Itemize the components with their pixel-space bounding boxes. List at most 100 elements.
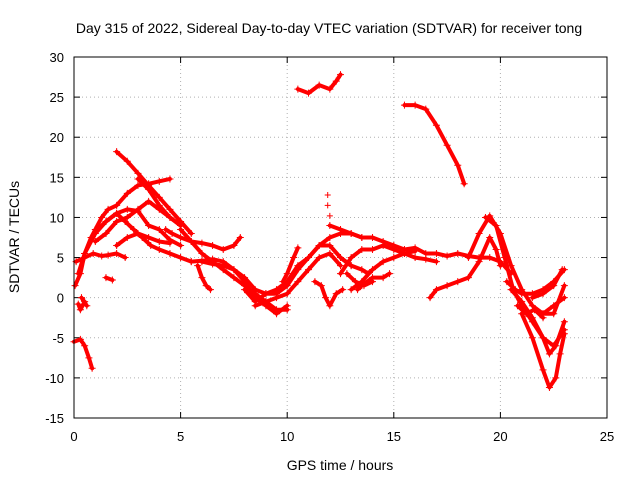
data-point	[294, 244, 302, 252]
data-point	[422, 255, 430, 263]
data-point	[102, 274, 110, 282]
series-line-arc-w	[338, 243, 439, 276]
data-point	[364, 270, 372, 278]
data-point	[273, 310, 281, 318]
series-line-arc-ab	[402, 103, 467, 186]
data-point	[198, 250, 206, 258]
data-point	[113, 209, 121, 217]
data-point	[113, 217, 121, 225]
data-point	[539, 334, 547, 342]
data-point	[443, 282, 451, 290]
data-point	[475, 258, 483, 266]
series-line-arc-ac	[428, 235, 503, 300]
data-point	[198, 274, 206, 282]
plot-frame	[73, 56, 608, 419]
data-point	[550, 282, 558, 290]
data-point	[130, 225, 138, 233]
data-point	[358, 266, 366, 274]
data-point	[113, 201, 121, 209]
data-point	[400, 250, 408, 258]
data-point	[326, 234, 334, 241]
y-tick-label: 30	[50, 50, 64, 65]
data-point	[81, 298, 89, 306]
data-point	[411, 247, 419, 255]
y-tick-label: 15	[50, 170, 64, 185]
y-tick-label: 20	[50, 130, 64, 145]
data-point	[454, 250, 462, 258]
data-point	[85, 354, 93, 362]
data-point	[326, 302, 334, 310]
data-point	[104, 205, 112, 213]
data-point	[539, 314, 547, 322]
data-point	[560, 318, 568, 326]
data-point	[91, 229, 99, 237]
x-tick-label: 10	[280, 429, 294, 444]
data-point	[528, 302, 536, 310]
data-point	[145, 197, 153, 205]
series-line-arc-al	[515, 303, 545, 320]
data-point	[326, 221, 334, 229]
data-point	[177, 225, 185, 233]
x-tick-label: 5	[177, 429, 184, 444]
data-point	[162, 225, 170, 233]
data-point	[560, 282, 568, 290]
data-point	[358, 234, 366, 241]
series-line-arc-ak	[76, 299, 87, 312]
data-point	[290, 254, 298, 262]
data-point	[337, 71, 344, 79]
y-tick-label: 0	[57, 291, 64, 306]
data-point	[230, 242, 238, 250]
data-point	[206, 286, 214, 294]
data-point	[93, 225, 101, 233]
data-point	[513, 302, 521, 310]
data-point	[98, 252, 106, 260]
data-point	[155, 193, 163, 201]
data-point	[209, 242, 217, 250]
data-point	[283, 290, 291, 298]
data-point	[486, 234, 494, 241]
data-point	[134, 181, 142, 189]
data-point	[166, 175, 174, 183]
data-point	[539, 290, 547, 298]
data-point	[507, 286, 515, 294]
data-point	[123, 189, 131, 197]
data-point	[187, 229, 195, 237]
data-point	[343, 270, 351, 278]
data-point	[324, 202, 331, 209]
data-point	[219, 262, 227, 270]
data-point	[145, 185, 153, 193]
data-point	[337, 270, 344, 278]
y-tick-label: -15	[45, 411, 64, 426]
data-point	[326, 250, 334, 258]
data-point	[354, 286, 362, 294]
data-point	[102, 229, 110, 237]
data-point	[166, 250, 174, 258]
data-point	[166, 213, 174, 221]
data-point	[251, 286, 259, 294]
data-point	[326, 242, 334, 250]
data-point	[464, 274, 472, 282]
grid-lines	[74, 57, 607, 418]
x-axis-label: GPS time / hours	[287, 457, 394, 473]
data-point	[155, 246, 163, 254]
data-point	[503, 278, 511, 286]
data-point	[443, 252, 451, 260]
data-point	[177, 254, 185, 262]
data-point	[528, 314, 536, 322]
data-point	[539, 366, 547, 374]
data-point	[305, 89, 313, 97]
data-point	[337, 254, 344, 262]
data-point	[113, 242, 121, 250]
data-point	[358, 246, 366, 254]
series-line-arc-j	[114, 149, 194, 236]
data-point	[347, 254, 355, 262]
data-point	[390, 246, 398, 254]
data-point	[166, 239, 174, 247]
data-point	[123, 234, 131, 241]
data-point	[113, 148, 121, 156]
data-point	[460, 180, 468, 188]
data-point	[81, 342, 89, 350]
data-point	[552, 374, 560, 382]
data-point	[123, 205, 131, 213]
series-line-arc-ah	[519, 311, 567, 390]
